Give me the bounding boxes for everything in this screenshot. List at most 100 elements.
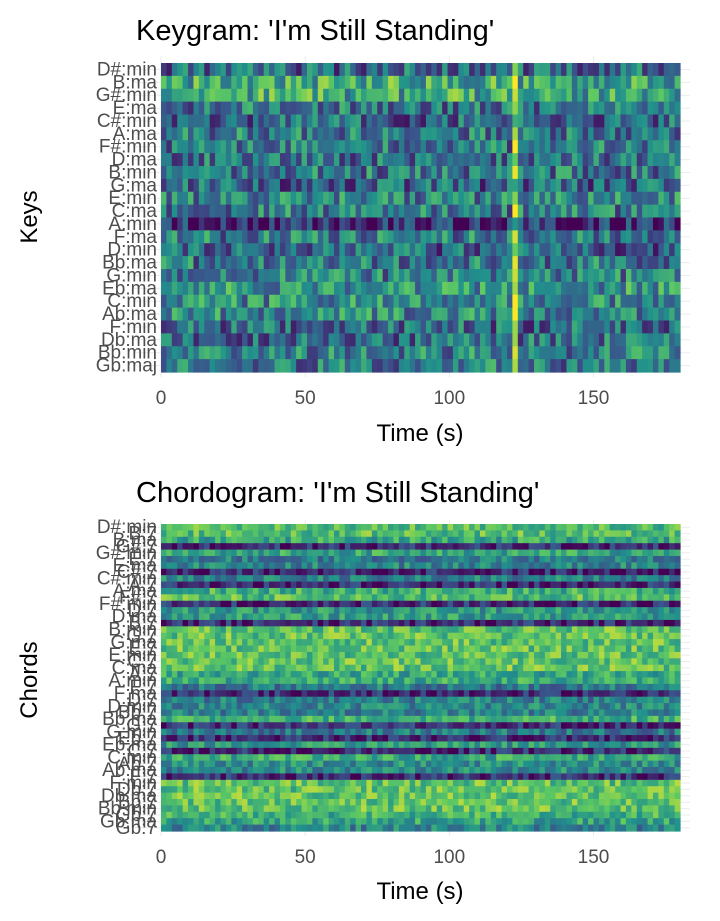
heatmap-cell [626, 620, 632, 627]
heatmap-cell [161, 588, 167, 595]
heatmap-cell [480, 690, 486, 697]
heatmap-cell [485, 89, 491, 102]
heatmap-cell [248, 205, 254, 218]
heatmap-cell [518, 282, 524, 295]
heatmap-cell [415, 256, 421, 269]
heatmap-cell [426, 594, 432, 601]
heatmap-cell [404, 308, 410, 321]
heatmap-cell [345, 102, 351, 115]
heatmap-cell [464, 102, 470, 115]
heatmap-cell [377, 562, 383, 569]
heatmap-cell [231, 192, 237, 205]
heatmap-cell [631, 127, 637, 140]
heatmap-cell [161, 633, 167, 640]
heatmap-cell [637, 582, 643, 589]
heatmap-cell [572, 359, 578, 372]
heatmap-cell [210, 569, 216, 576]
heatmap-cell [626, 646, 632, 653]
heatmap-cell [204, 665, 210, 672]
heatmap-cell [242, 550, 248, 557]
heatmap-cell [588, 582, 594, 589]
heatmap-cell [323, 166, 329, 179]
heatmap-cell [323, 205, 329, 218]
heatmap-cell [296, 282, 302, 295]
heatmap-cell [502, 562, 508, 569]
heatmap-cell [302, 308, 308, 321]
heatmap-cell [615, 537, 621, 544]
heatmap-cell [437, 562, 443, 569]
heatmap-cell [453, 601, 459, 608]
heatmap-cell [480, 192, 486, 205]
heatmap-cell [415, 646, 421, 653]
heatmap-cell [485, 308, 491, 321]
heatmap-cell [534, 243, 540, 256]
heatmap-cell [523, 588, 529, 595]
heatmap-cell [183, 230, 189, 243]
heatmap-cell [372, 218, 378, 231]
heatmap-cell [437, 282, 443, 295]
heatmap-cell [675, 269, 681, 282]
heatmap-cell [291, 166, 297, 179]
heatmap-cell [448, 594, 454, 601]
heatmap-cell [421, 671, 427, 678]
heatmap-cell [621, 588, 627, 595]
heatmap-cell [204, 575, 210, 582]
heatmap-cell [210, 601, 216, 608]
heatmap-cell [329, 76, 335, 89]
heatmap-cell [529, 321, 535, 334]
heatmap-cell [475, 76, 481, 89]
heatmap-cell [475, 530, 481, 537]
heatmap-cell [231, 639, 237, 646]
heatmap-cell [280, 537, 286, 544]
heatmap-cell [653, 658, 659, 665]
heatmap-cell [242, 588, 248, 595]
heatmap-cell [448, 588, 454, 595]
heatmap-cell [237, 537, 243, 544]
heatmap-cell [377, 63, 383, 76]
heatmap-cell [615, 575, 621, 582]
heatmap-cell [637, 658, 643, 665]
heatmap-cell [361, 192, 367, 205]
heatmap-cell [404, 671, 410, 678]
heatmap-cell [599, 614, 605, 621]
heatmap-cell [448, 537, 454, 544]
heatmap-cell [594, 537, 600, 544]
heatmap-cell [172, 321, 178, 334]
heatmap-cell [431, 321, 437, 334]
heatmap-cell [183, 321, 189, 334]
heatmap-cell [648, 524, 654, 531]
heatmap-cell [193, 569, 199, 576]
heatmap-cell [588, 140, 594, 153]
heatmap-cell [269, 594, 275, 601]
heatmap-cell [193, 256, 199, 269]
heatmap-cell [302, 102, 308, 115]
heatmap-cell [448, 620, 454, 627]
heatmap-cell [648, 205, 654, 218]
heatmap-cell [658, 678, 664, 685]
heatmap-cell [410, 690, 416, 697]
heatmap-cell [496, 243, 502, 256]
heatmap-cell [529, 671, 535, 678]
heatmap-cell [350, 652, 356, 659]
heatmap-cell [431, 269, 437, 282]
heatmap-cell [172, 620, 178, 627]
heatmap-cell [220, 652, 226, 659]
heatmap-cell [356, 671, 362, 678]
heatmap-cell [512, 569, 518, 576]
heatmap-cell [334, 115, 340, 128]
heatmap-cell [372, 569, 378, 576]
heatmap-cell [648, 671, 654, 678]
heatmap-cell [388, 269, 394, 282]
heatmap-cell [556, 218, 562, 231]
heatmap-cell [539, 550, 545, 557]
heatmap-cell [177, 633, 183, 640]
heatmap-cell [572, 333, 578, 346]
heatmap-cell [664, 671, 670, 678]
heatmap-cell [334, 63, 340, 76]
heatmap-cell [399, 646, 405, 653]
heatmap-cell [356, 359, 362, 372]
heatmap-cell [383, 588, 389, 595]
heatmap-cell [388, 192, 394, 205]
heatmap-cell [329, 63, 335, 76]
heatmap-cell [545, 588, 551, 595]
